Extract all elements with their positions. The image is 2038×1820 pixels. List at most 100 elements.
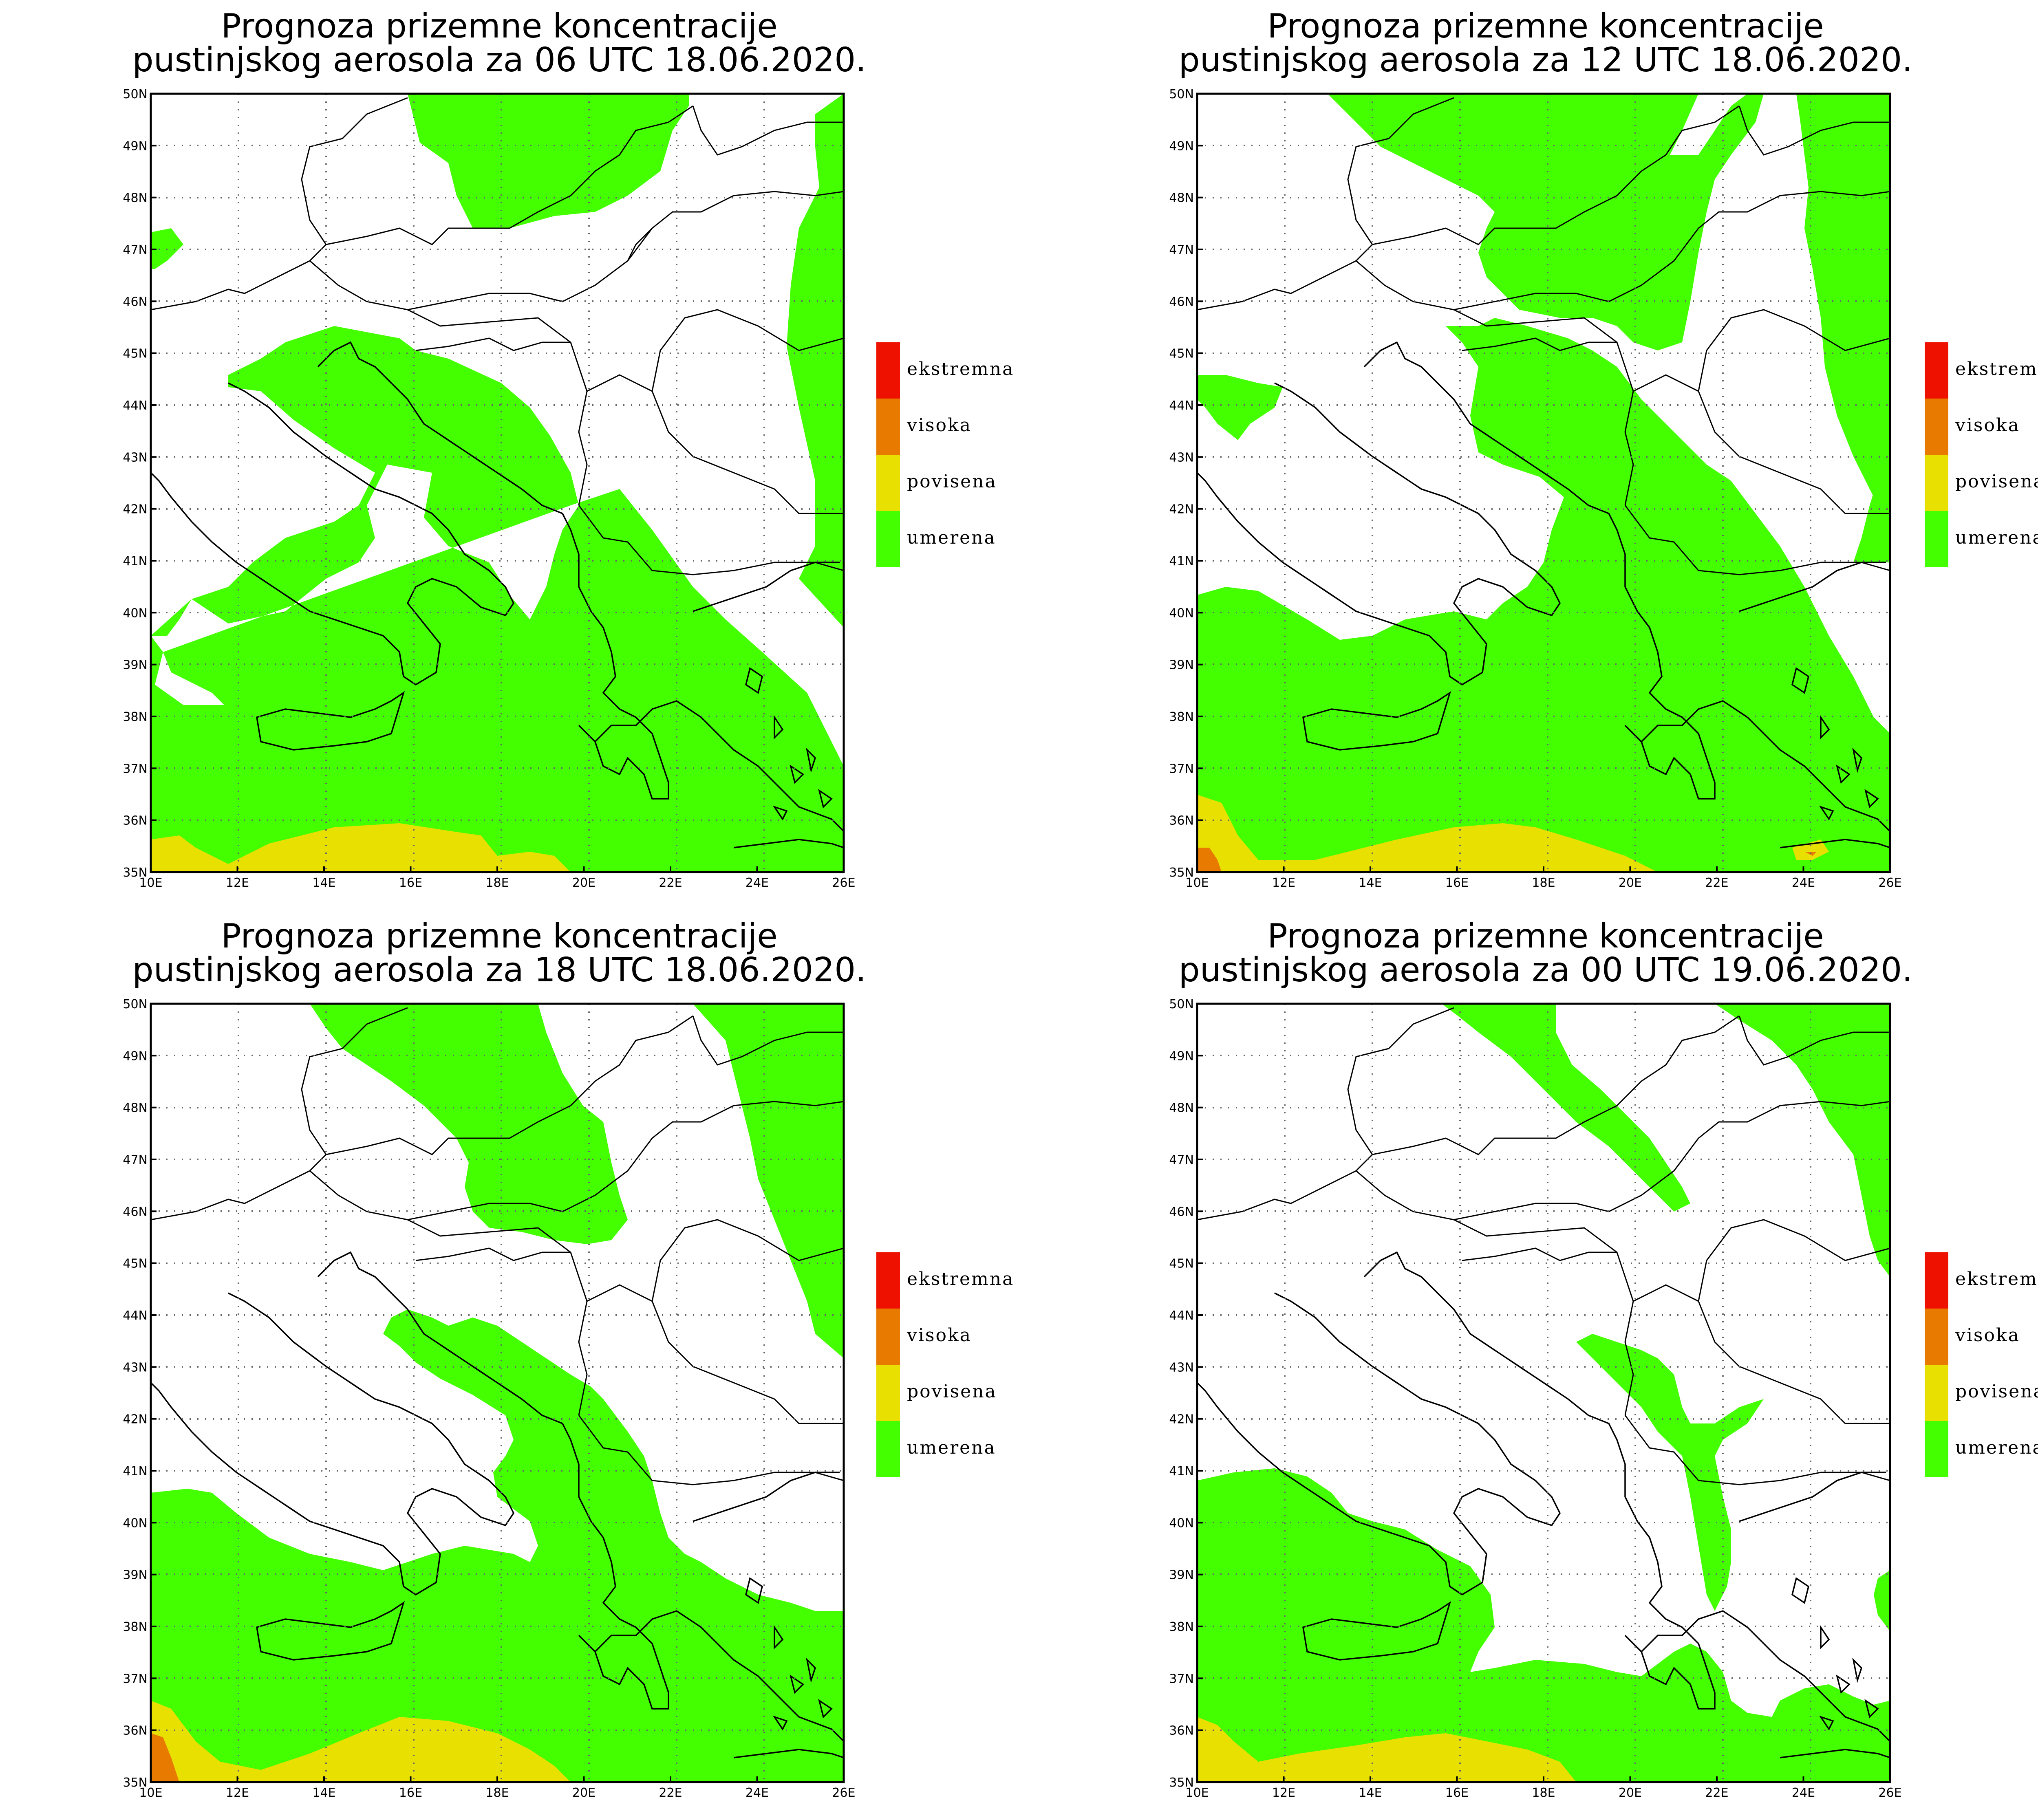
umerena-area (1197, 1334, 1890, 1782)
legend-swatch-ekstremna (876, 342, 900, 399)
legend-label-umerena: umerena (1955, 1437, 2038, 1458)
lat-tick-label: 47N (123, 1153, 148, 1167)
lat-tick-label: 42N (123, 502, 148, 517)
umerena-area-east (1796, 94, 1890, 562)
lat-tick-label: 42N (1169, 502, 1194, 517)
lat-tick-label: 46N (123, 295, 148, 309)
lat-tick-label: 47N (1169, 1153, 1194, 1167)
panel-title-line1: Prognoza prizemne koncentracije (1267, 7, 1824, 46)
lat-tick-label: 40N (123, 1516, 148, 1530)
forecast-panel: Prognoza prizemne koncentracije pustinjs… (1169, 7, 2038, 890)
lat-tick-label: 43N (1169, 1360, 1194, 1375)
lat-tick-label: 37N (1169, 762, 1194, 776)
lon-tick-label: 14E (312, 876, 335, 890)
visoka-area (151, 1733, 179, 1782)
legend-label-povisena: povisena (1955, 471, 2038, 492)
lat-tick-label: 39N (123, 1568, 148, 1582)
legend-label-ekstremna: ekstremna (907, 1269, 1014, 1289)
lon-tick-label: 14E (312, 1786, 335, 1800)
lat-tick-label: 44N (1169, 1309, 1194, 1323)
umerena-area-west (1197, 375, 1283, 440)
lat-tick-label: 44N (123, 1309, 148, 1323)
forecast-panel: Prognoza prizemne koncentracije pustinjs… (123, 917, 1014, 1800)
lat-tick-label: 45N (1169, 347, 1194, 361)
umerena-area-north (1442, 1004, 1690, 1212)
lon-tick-label: 24E (746, 876, 769, 890)
lat-tick-label: 41N (123, 554, 148, 568)
lon-tick-label: 24E (1792, 876, 1815, 890)
country-borders (1197, 1007, 1890, 1485)
lat-tick-label: 41N (123, 1464, 148, 1478)
lat-tick-label: 48N (1169, 1101, 1194, 1115)
legend-label-povisena: povisena (907, 1381, 997, 1402)
lon-tick-label: 16E (399, 1786, 422, 1800)
lat-tick-label: 46N (123, 1205, 148, 1219)
legend-label-ekstremna: ekstremna (1955, 1269, 2038, 1289)
legend-swatch-visoka (1925, 399, 1948, 455)
lon-axis: 10E 12E 14E 16E 18E 20E 22E 24E 26E (139, 866, 856, 890)
lon-axis: 10E 12E 14E 16E 18E 20E 22E 24E 26E (1185, 1776, 1902, 1800)
lon-tick-label: 12E (1272, 876, 1295, 890)
lon-tick-label: 10E (1185, 876, 1209, 890)
legend: ekstremna visoka povisena umerena (876, 1252, 1014, 1477)
lat-tick-label: 44N (123, 399, 148, 413)
lon-tick-label: 18E (485, 876, 509, 890)
panel-title-line2: pustinjskog aerosola za 12 UTC 18.06.202… (1179, 41, 1913, 79)
concentration-fields (151, 94, 844, 872)
legend-swatch-visoka (876, 1309, 900, 1365)
lon-tick-label: 14E (1359, 1786, 1382, 1800)
concentration-fields (1197, 94, 1890, 872)
lat-tick-label: 36N (123, 1724, 148, 1738)
legend-label-povisena: povisena (907, 471, 997, 492)
lon-tick-label: 20E (1619, 876, 1642, 890)
lat-tick-label: 46N (1169, 1205, 1194, 1219)
lon-tick-label: 22E (1705, 876, 1728, 890)
legend-swatch-povisena (1925, 1365, 1948, 1421)
lat-tick-label: 41N (1169, 1464, 1194, 1478)
lat-tick-label: 50N (1169, 997, 1194, 1011)
lon-tick-label: 22E (659, 1786, 682, 1800)
lat-tick-label: 35N (1169, 866, 1194, 880)
lon-tick-label: 18E (1532, 1786, 1555, 1800)
legend-swatch-visoka (876, 399, 900, 455)
lon-tick-label: 16E (399, 876, 422, 890)
lat-tick-label: 40N (1169, 606, 1194, 620)
legend-label-visoka: visoka (907, 1325, 972, 1346)
legend-label-povisena: povisena (1955, 1381, 2038, 1402)
lon-tick-label: 22E (1705, 1786, 1728, 1800)
legend-swatch-povisena (1925, 455, 1948, 511)
povisena-area (151, 823, 571, 872)
lon-tick-label: 12E (1272, 1786, 1295, 1800)
panel-title-line1: Prognoza prizemne koncentracije (221, 7, 777, 46)
legend-label-umerena: umerena (907, 1437, 996, 1458)
lon-tick-label: 20E (572, 1786, 596, 1800)
lon-tick-label: 24E (746, 1786, 769, 1800)
lat-tick-label: 45N (1169, 1257, 1194, 1271)
legend-swatch-umerena (1925, 1421, 1948, 1477)
lat-axis: 35N 36N 37N 38N 39N 40N 41N 42N 43N 44N 45N 46N 47N 4… (1169, 997, 1203, 1790)
panel-title-line1: Prognoza prizemne koncentracije (1267, 917, 1824, 956)
lon-tick-label: 26E (832, 876, 855, 890)
legend-swatch-umerena (1925, 511, 1948, 567)
legend-swatch-ekstremna (1925, 342, 1948, 399)
lon-tick-label: 10E (139, 876, 162, 890)
lon-tick-label: 18E (485, 1786, 509, 1800)
legend-label-visoka: visoka (1955, 415, 2020, 436)
legend-swatch-visoka (1925, 1309, 1948, 1365)
lon-tick-label: 26E (1878, 876, 1901, 890)
lat-tick-label: 36N (1169, 814, 1194, 828)
lat-tick-label: 35N (123, 1776, 148, 1790)
umerena-area-north (310, 1004, 628, 1244)
forecast-panel: Prognoza prizemne koncentracije pustinjs… (123, 7, 1014, 890)
lat-axis: 35N 36N 37N 38N 39N 40N 41N 42N 43N 44N 45N 46N 47N 4… (123, 87, 157, 880)
umerena-area-east (1715, 1004, 1890, 1277)
legend: ekstremna visoka povisena umerena (1925, 1252, 2038, 1477)
lon-tick-label: 26E (832, 1786, 855, 1800)
legend-label-ekstremna: ekstremna (907, 359, 1014, 379)
lat-tick-label: 43N (1169, 450, 1194, 465)
lon-axis: 10E 12E 14E 16E 18E 20E 22E 24E 26E (1185, 866, 1902, 890)
lat-tick-label: 44N (1169, 399, 1194, 413)
legend-swatch-ekstremna (1925, 1252, 1948, 1309)
concentration-fields (1197, 1004, 1890, 1782)
